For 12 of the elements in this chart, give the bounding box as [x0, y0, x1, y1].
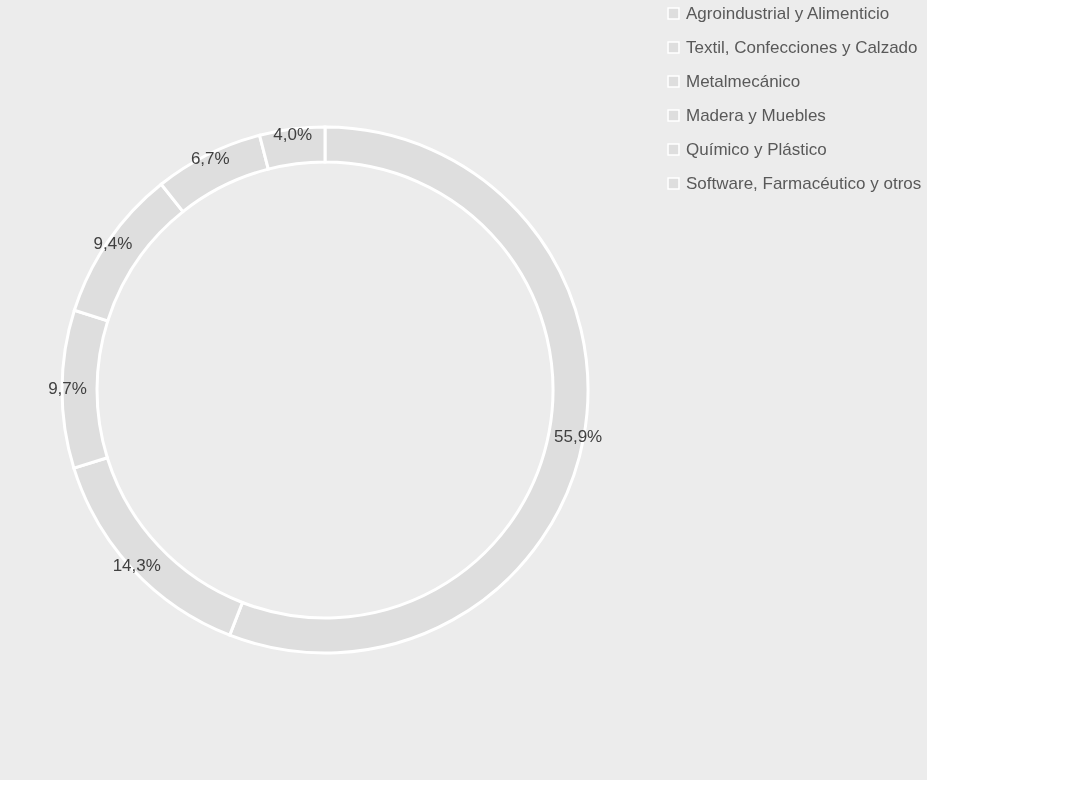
legend-label: Agroindustrial y Alimenticio — [686, 3, 890, 23]
data-label: 6,7% — [190, 149, 230, 169]
legend-label: Químico y Plástico — [686, 139, 827, 159]
data-label: 55,9% — [553, 427, 603, 447]
legend-label: Textil, Confecciones y Calzado — [686, 37, 918, 57]
legend-label: Metalmecánico — [686, 71, 801, 91]
data-label: 4,0% — [273, 124, 313, 144]
data-label: 9,7% — [48, 379, 87, 399]
legend-label: Software, Farmacéutico y otros — [686, 173, 922, 193]
data-label: 14,3% — [112, 555, 161, 575]
data-label: 9,4% — [93, 233, 133, 253]
legend-label: Madera y Muebles — [686, 105, 826, 125]
